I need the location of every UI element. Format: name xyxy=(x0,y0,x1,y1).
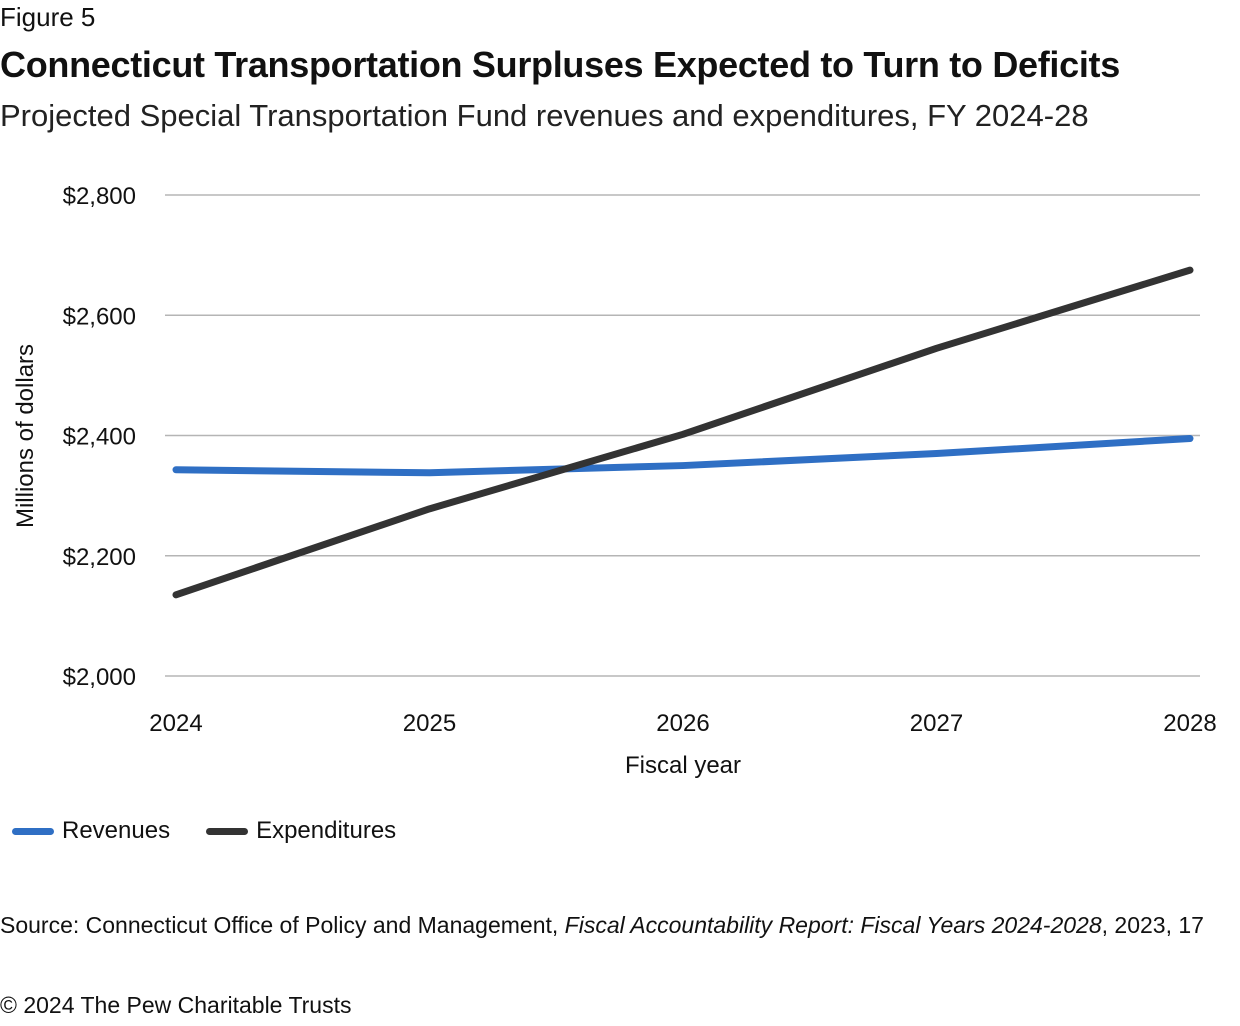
expenditures-line xyxy=(172,266,1194,599)
revenues-line xyxy=(172,435,1194,477)
x-tick-label: 2025 xyxy=(403,710,456,737)
y-tick-label: $2,200 xyxy=(63,544,136,571)
figure-label: Figure 5 xyxy=(0,2,96,32)
chart-title: Connecticut Transportation Surpluses Exp… xyxy=(0,44,1120,85)
y-tick-label: $2,600 xyxy=(63,303,136,330)
legend-item-revenues: Revenues xyxy=(12,817,170,845)
y-tick-label: $2,800 xyxy=(63,183,136,210)
y-tick-label: $2,400 xyxy=(63,424,136,451)
legend-label-expenditures: Expenditures xyxy=(256,817,397,844)
legend-item-expenditures: Expenditures xyxy=(206,817,396,845)
source-prefix: Source: Connecticut Office of Policy and… xyxy=(0,912,565,938)
x-tick-label: 2028 xyxy=(1163,710,1216,737)
copyright: © 2024 The Pew Charitable Trusts xyxy=(0,992,352,1018)
chart-legend: Revenues Expenditures xyxy=(12,817,432,845)
chart-subtitle: Projected Special Transportation Fund re… xyxy=(0,98,1089,133)
source-report-title: Fiscal Accountability Report: Fiscal Yea… xyxy=(564,912,1102,938)
y-tick-label: $2,000 xyxy=(63,664,136,691)
legend-label-revenues: Revenues xyxy=(62,817,171,844)
legend-swatch-expenditures xyxy=(206,827,249,835)
y-axis-title: Millions of dollars xyxy=(12,344,39,528)
x-tick-label: 2024 xyxy=(149,710,202,737)
x-tick-label: 2027 xyxy=(910,710,963,737)
source-suffix: , 2023, 17 xyxy=(1101,912,1204,938)
x-tick-label: 2026 xyxy=(656,710,709,737)
x-axis-title: Fiscal year xyxy=(625,752,741,779)
source-note: Source: Connecticut Office of Policy and… xyxy=(0,908,1230,942)
legend-swatch-revenues xyxy=(12,827,54,835)
line-chart: $2,000 $2,200 $2,400 $2,600 $2,800 2024 2025 20… xyxy=(12,183,1217,779)
